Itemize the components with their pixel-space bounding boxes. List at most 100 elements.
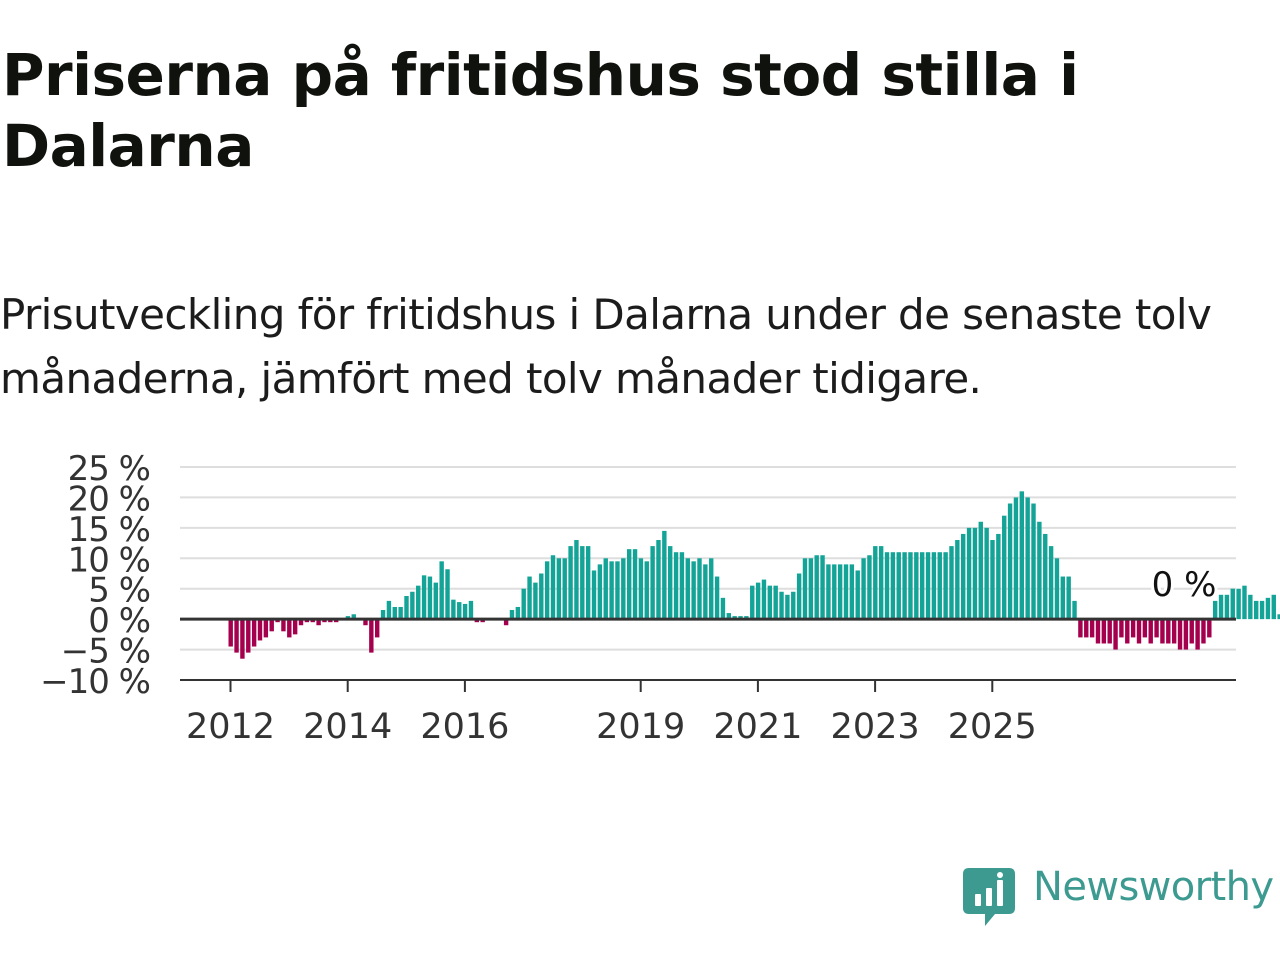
bar [1224, 594, 1230, 620]
bar [562, 558, 567, 620]
bar [914, 552, 919, 620]
bar [427, 576, 433, 620]
bar [333, 619, 339, 623]
bar [234, 619, 239, 653]
bar [626, 549, 632, 620]
bar [574, 540, 579, 620]
newsworthy-logo[interactable]: Newsworthy [963, 862, 1278, 930]
bar [1048, 546, 1054, 620]
bar [832, 564, 837, 620]
bar [380, 610, 386, 620]
bar [539, 573, 544, 620]
bar [550, 555, 556, 620]
bar [468, 600, 474, 620]
bar [955, 540, 960, 620]
bar [908, 552, 913, 620]
bar [1248, 594, 1253, 620]
bar [240, 619, 245, 659]
bar [462, 603, 468, 620]
bar [474, 619, 480, 623]
bar [1002, 515, 1007, 620]
bar [1236, 588, 1241, 620]
y-tick-label: 10 % [68, 540, 150, 580]
bar [269, 619, 274, 632]
bar [451, 599, 456, 620]
bar [931, 552, 937, 620]
bar [1177, 619, 1183, 650]
bar [1095, 619, 1101, 644]
bar [591, 570, 597, 620]
bar [1195, 619, 1200, 650]
bar [761, 579, 767, 620]
bar [375, 619, 380, 638]
bar [445, 569, 450, 620]
bar [351, 614, 356, 620]
bar-chart: 25 %20 %15 %10 %5 %0 %−5 %−10 % 2012 2014… [40, 449, 1280, 747]
newsworthy-logo-icon [963, 868, 1015, 926]
bar [849, 564, 855, 620]
bar [791, 591, 796, 620]
bar [709, 558, 714, 620]
x-tick-label: 2019 [596, 707, 685, 747]
bar [275, 619, 280, 623]
bar [1060, 576, 1066, 620]
bar [767, 585, 773, 620]
bar [884, 552, 890, 620]
y-axis-ticks: 25 %20 %15 %10 %5 %0 %−5 %−10 % [40, 449, 151, 702]
bar [943, 552, 948, 620]
bar [1043, 533, 1048, 620]
y-tick-label: 15 % [68, 510, 150, 550]
x-tick-label: 2025 [948, 707, 1037, 747]
bar [421, 575, 427, 620]
bar [1072, 600, 1077, 620]
bar [1207, 619, 1212, 638]
bar [433, 582, 438, 620]
bar [949, 546, 954, 620]
bar [714, 576, 720, 620]
bar [392, 606, 397, 620]
bar [1189, 619, 1194, 644]
bar [1084, 619, 1089, 638]
bar [310, 619, 315, 623]
bar [1130, 619, 1136, 638]
bar [638, 558, 644, 620]
bar [322, 619, 327, 623]
bar [544, 561, 550, 620]
bar [873, 546, 878, 620]
bar [480, 619, 485, 623]
bar [773, 585, 778, 620]
bar [328, 619, 333, 623]
newsworthy-wordmark: Newsworthy [1033, 864, 1274, 910]
bar [1113, 619, 1118, 650]
bar [251, 619, 257, 647]
bar [503, 619, 509, 626]
bars [228, 491, 1280, 659]
bar [292, 619, 298, 635]
bar [615, 561, 620, 620]
bar [1007, 503, 1013, 620]
bar [410, 591, 415, 620]
bar [1171, 619, 1177, 644]
bar [1148, 619, 1153, 644]
bar [1166, 619, 1171, 644]
bar [961, 533, 966, 620]
x-axis: 2012 2014 2016 2019 2021 2023 2025 [180, 617, 1236, 747]
bar [744, 616, 749, 620]
bar [861, 558, 866, 620]
bar [1218, 594, 1224, 620]
bar [1013, 497, 1019, 620]
bar [287, 619, 292, 638]
bar [644, 561, 649, 620]
bar [796, 573, 802, 620]
bar [808, 558, 814, 620]
bar [621, 558, 626, 620]
bar [521, 588, 526, 620]
bar [925, 552, 931, 620]
bar [363, 619, 368, 626]
bar [750, 585, 755, 620]
bar [257, 619, 263, 641]
y-tick-label: −10 % [40, 662, 150, 702]
bar [398, 606, 403, 620]
bar [878, 546, 884, 620]
bar [996, 533, 1001, 620]
